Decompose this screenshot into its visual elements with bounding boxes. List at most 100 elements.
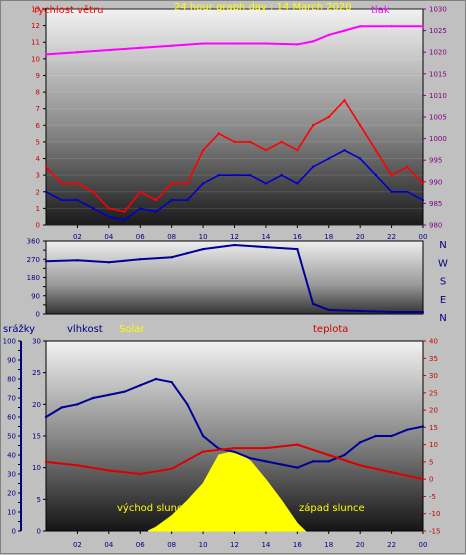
point-wind [406, 190, 409, 193]
point-wind [390, 190, 393, 193]
point-temperature [421, 477, 425, 481]
x-tick-label-bottom: 00 [419, 541, 428, 549]
point-gust [249, 140, 252, 144]
point-wind [186, 198, 189, 202]
x-tick-label-top: 08 [167, 233, 176, 241]
wind-axis-label: 4 [36, 155, 41, 163]
wind-axis-label: 12 [31, 22, 40, 30]
point-gust [44, 165, 48, 169]
point-temperature [44, 460, 48, 464]
wind-axis-label: 13 [31, 6, 40, 14]
humidity-axis-label: 10 [32, 464, 41, 472]
point-humidity [296, 466, 299, 469]
point-humidity [390, 434, 393, 438]
x-tick-label-bottom: 20 [356, 541, 365, 549]
point-gust [296, 149, 299, 152]
wind-speed-label: rychlost větru [34, 4, 104, 16]
pressure-axis-label: 990 [429, 178, 442, 186]
x-tick-label-top: 02 [73, 233, 82, 241]
point-pressure [421, 25, 425, 28]
point-temperature [107, 469, 111, 472]
direction-axis-label: 270 [27, 256, 40, 264]
point-wind [264, 182, 268, 185]
x-tick-label-top: 10 [199, 233, 208, 241]
pressure-label: tlak [371, 5, 390, 16]
point-wind [170, 198, 173, 202]
wind-axis-label: 9 [36, 72, 40, 80]
wind-axis-label: 2 [36, 188, 40, 196]
point-wind [296, 182, 299, 185]
point-pressure [76, 51, 79, 54]
point-pressure [233, 42, 236, 45]
pressure-axis-label: 995 [429, 157, 442, 165]
point-gust [390, 173, 393, 177]
point-temperature [76, 464, 79, 467]
point-humidity [60, 406, 63, 409]
point-humidity [154, 377, 158, 381]
x-tick-label-bottom: 18 [324, 541, 333, 549]
point-wind [343, 149, 346, 152]
point-gust [201, 149, 205, 152]
point-gust [76, 182, 79, 185]
point-temperature [390, 471, 393, 474]
wind-axis-label: 3 [36, 172, 40, 180]
humidity-axis-label: 30 [32, 338, 41, 346]
x-tick-label-bottom: 10 [199, 541, 208, 549]
point-temperature [358, 464, 362, 467]
sunset-label: západ slunce [299, 502, 365, 514]
compass-label: E [440, 295, 446, 306]
point-humidity [123, 390, 126, 393]
point-humidity [358, 441, 362, 444]
point-gust [139, 190, 142, 193]
point-pressure [170, 44, 173, 47]
point-wind [201, 182, 205, 185]
rain-axis-label: 60 [7, 414, 16, 422]
pressure-axis-label: 985 [429, 200, 442, 208]
pressure-axis-label: 1020 [429, 49, 447, 57]
point-direction [311, 302, 315, 306]
point-gust [264, 149, 268, 152]
x-tick-label-top: 12 [230, 233, 239, 241]
point-wind [123, 218, 126, 222]
chart-title: 24 hour graph day : 14 March 2020 [174, 2, 352, 13]
rain-axis-label: 50 [7, 433, 16, 441]
point-pressure [264, 42, 268, 45]
point-wind [374, 173, 378, 177]
compass-label: N [439, 240, 446, 251]
point-gust [311, 124, 315, 127]
wind-axis-label: 6 [36, 122, 41, 130]
humidity-axis-label: 15 [32, 433, 41, 441]
humidity-label: vlhkost [67, 324, 103, 335]
temperature-axis-label: 15 [429, 424, 438, 432]
temperature-axis-label: -15 [429, 528, 440, 536]
point-humidity [280, 463, 283, 466]
point-pressure [358, 25, 362, 28]
x-tick-label-bottom: 16 [293, 541, 302, 549]
humidity-axis-label: 5 [37, 496, 41, 504]
temperature-axis-label: 25 [429, 389, 438, 397]
point-gust [233, 140, 236, 144]
point-direction [107, 261, 111, 264]
point-temperature [264, 446, 268, 450]
point-direction [170, 256, 173, 259]
wind-axis-label: 8 [36, 89, 40, 97]
point-wind [91, 207, 95, 210]
point-humidity [406, 428, 409, 431]
point-direction [358, 309, 362, 313]
point-temperature [296, 443, 299, 446]
rain-axis-label: 20 [7, 490, 16, 498]
pressure-axis-label: 1000 [429, 135, 447, 143]
direction-axis-label: 180 [27, 274, 40, 282]
point-humidity [327, 460, 330, 463]
x-tick-label-bottom: 14 [261, 541, 270, 549]
point-humidity [186, 403, 189, 406]
wind-axis-label: 1 [36, 205, 40, 213]
wind-axis-label: 0 [36, 222, 40, 230]
rain-axis-label: 30 [7, 471, 16, 479]
temperature-axis-label: 0 [429, 476, 433, 484]
point-humidity [76, 403, 79, 406]
temperature-axis-label: 40 [429, 338, 438, 346]
compass-label: S [440, 277, 446, 288]
